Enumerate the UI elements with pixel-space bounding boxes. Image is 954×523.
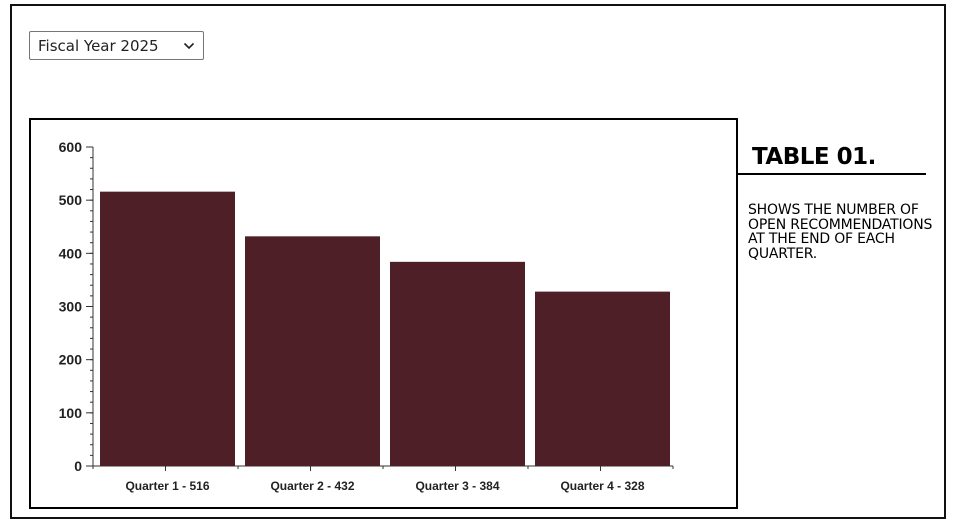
fiscal-year-select[interactable]: Fiscal Year 2025 bbox=[29, 31, 204, 60]
bar bbox=[535, 291, 670, 466]
y-tick-label: 100 bbox=[59, 405, 83, 421]
y-tick-label: 600 bbox=[59, 139, 83, 155]
chart-container: 0 100 200 300 400 500 600 Quarter 1 - 516 Quarte… bbox=[29, 118, 738, 509]
page-frame bbox=[10, 4, 946, 519]
x-tick-label: Quarter 3 - 384 bbox=[415, 479, 499, 493]
y-tick-label: 400 bbox=[59, 245, 83, 261]
fiscal-year-select-value: Fiscal Year 2025 bbox=[38, 36, 159, 55]
x-tick-label: Quarter 2 - 432 bbox=[270, 479, 354, 493]
table-description: SHOWS THE NUMBER OF OPEN RECOMMENDATIONS… bbox=[748, 202, 933, 262]
x-tick-label: Quarter 4 - 328 bbox=[560, 479, 644, 493]
bar bbox=[390, 261, 525, 466]
x-tick-label: Quarter 1 - 516 bbox=[125, 479, 209, 493]
y-tick-label: 200 bbox=[59, 352, 83, 368]
table-title: TABLE 01. bbox=[752, 144, 876, 170]
y-tick-label: 0 bbox=[74, 458, 82, 474]
chevron-down-icon bbox=[183, 42, 199, 50]
title-divider bbox=[738, 173, 926, 175]
bar bbox=[245, 236, 380, 466]
bar bbox=[100, 191, 235, 466]
y-tick-label: 300 bbox=[59, 299, 83, 315]
bar-chart: 0 100 200 300 400 500 600 Quarter 1 - 516 Quarte… bbox=[59, 139, 674, 493]
y-tick-label: 500 bbox=[59, 192, 83, 208]
